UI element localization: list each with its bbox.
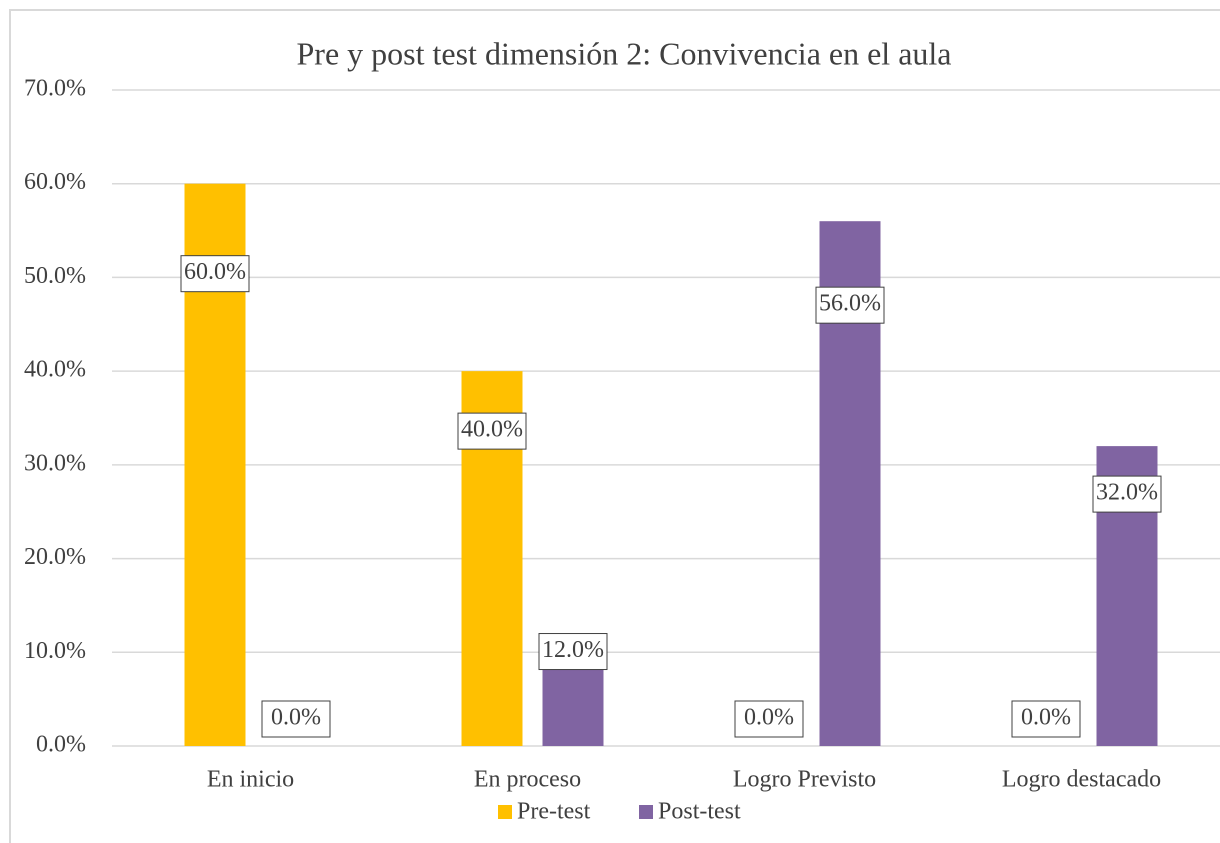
legend-swatch xyxy=(639,805,653,819)
data-label-box xyxy=(1092,475,1162,513)
data-label: 12.0% xyxy=(542,637,604,663)
legend-label: Pre-test xyxy=(517,799,591,825)
data-label: 32.0% xyxy=(1096,480,1158,506)
data-label-box xyxy=(457,412,527,450)
y-tick-label: 10.0% xyxy=(24,638,86,664)
data-label: 40.0% xyxy=(461,417,523,443)
x-tick-label: Logro destacado xyxy=(1002,767,1161,793)
data-label-box xyxy=(734,700,804,738)
data-label: 56.0% xyxy=(819,291,881,317)
y-tick-label: 30.0% xyxy=(24,450,86,476)
y-tick-label: 20.0% xyxy=(24,544,86,570)
y-tick-label: 70.0% xyxy=(24,76,86,102)
legend-swatch xyxy=(498,805,512,819)
data-label-box xyxy=(815,286,885,324)
data-label: 60.0% xyxy=(184,259,246,285)
data-label-box xyxy=(538,633,608,671)
data-label: 0.0% xyxy=(271,705,321,731)
legend-label: Post-test xyxy=(658,799,741,825)
y-tick-label: 50.0% xyxy=(24,263,86,289)
y-tick-label: 40.0% xyxy=(24,357,86,383)
y-tick-label: 60.0% xyxy=(24,169,86,195)
data-label: 0.0% xyxy=(744,705,794,731)
chart-title: Pre y post test dimensión 2: Convivencia… xyxy=(297,35,952,71)
x-tick-label: En proceso xyxy=(474,767,581,793)
data-label-box xyxy=(261,700,331,738)
x-tick-label: Logro Previsto xyxy=(733,767,876,793)
data-label-box xyxy=(1011,700,1081,738)
x-tick-label: En inicio xyxy=(207,767,294,793)
data-label: 0.0% xyxy=(1021,705,1071,731)
y-tick-label: 0.0% xyxy=(36,732,86,758)
data-label-box xyxy=(180,255,250,293)
